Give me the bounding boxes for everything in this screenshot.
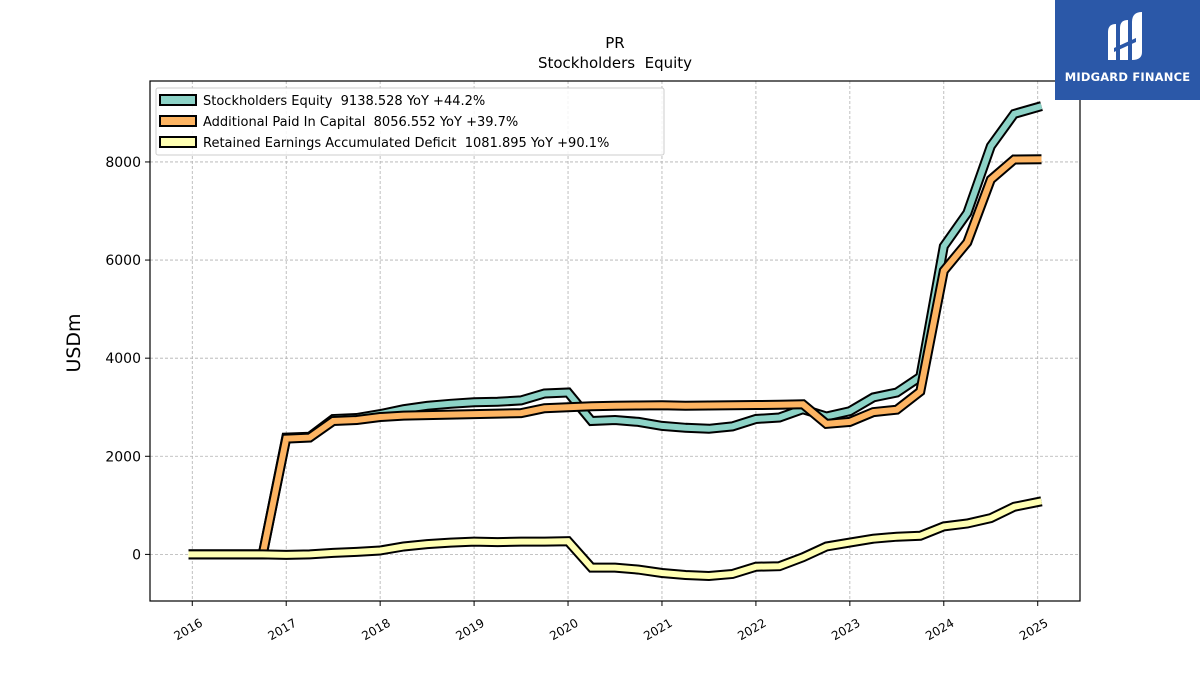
x-tick-label: 2020 [547, 616, 580, 643]
x-tick-label: 2019 [453, 616, 486, 643]
x-tick-label: 2021 [641, 616, 674, 643]
midgard-finance-logo: MIDGARD FINANCE [1055, 0, 1200, 100]
logo-text: MIDGARD FINANCE [1064, 70, 1191, 84]
x-tick-label: 2017 [265, 616, 298, 643]
y-tick-label: 8000 [105, 155, 141, 171]
series-layer [188, 101, 1043, 582]
series-line-outline-stockholders-equity [188, 101, 1043, 560]
legend-swatch [159, 115, 197, 127]
legend-label: Retained Earnings Accumulated Deficit 10… [203, 136, 609, 151]
y-tick-label: 0 [132, 547, 141, 563]
series-line-outline-additional-paid-in-capital [188, 154, 1042, 560]
grid [150, 81, 1080, 601]
legend-swatch [159, 94, 197, 106]
x-tick-label: 2018 [359, 616, 392, 643]
series-line-additional-paid-in-capital [188, 156, 1042, 558]
y-axis-label: USDm [63, 313, 85, 372]
y-tick-label: 2000 [105, 449, 141, 465]
x-tick-label: 2016 [172, 616, 205, 643]
y-tick-label: 4000 [105, 351, 141, 367]
legend-swatch [159, 136, 197, 148]
x-tick-label: 2023 [829, 616, 862, 643]
chart-title: PR [605, 34, 624, 52]
legend-label: Stockholders Equity 9138.528 YoY +44.2% [203, 94, 485, 109]
midgard-logo-icon [1108, 12, 1142, 60]
legend-box [155, 87, 665, 156]
legend-label: Additional Paid In Capital 8056.552 YoY … [203, 115, 518, 130]
chart-subtitle: Stockholders Equity [538, 54, 692, 72]
series-line-retained-earnings-accumulated-deficit [188, 498, 1043, 580]
x-tick-label: 2022 [735, 616, 768, 643]
series-line-stockholders-equity [188, 103, 1043, 558]
y-tick-label: 6000 [105, 253, 141, 269]
plot-frame [149, 80, 1081, 602]
x-tick-label: 2024 [923, 616, 956, 643]
x-tick-label: 2025 [1017, 616, 1050, 643]
legend: Stockholders Equity 9138.528 YoY +44.2% A… [155, 87, 665, 156]
